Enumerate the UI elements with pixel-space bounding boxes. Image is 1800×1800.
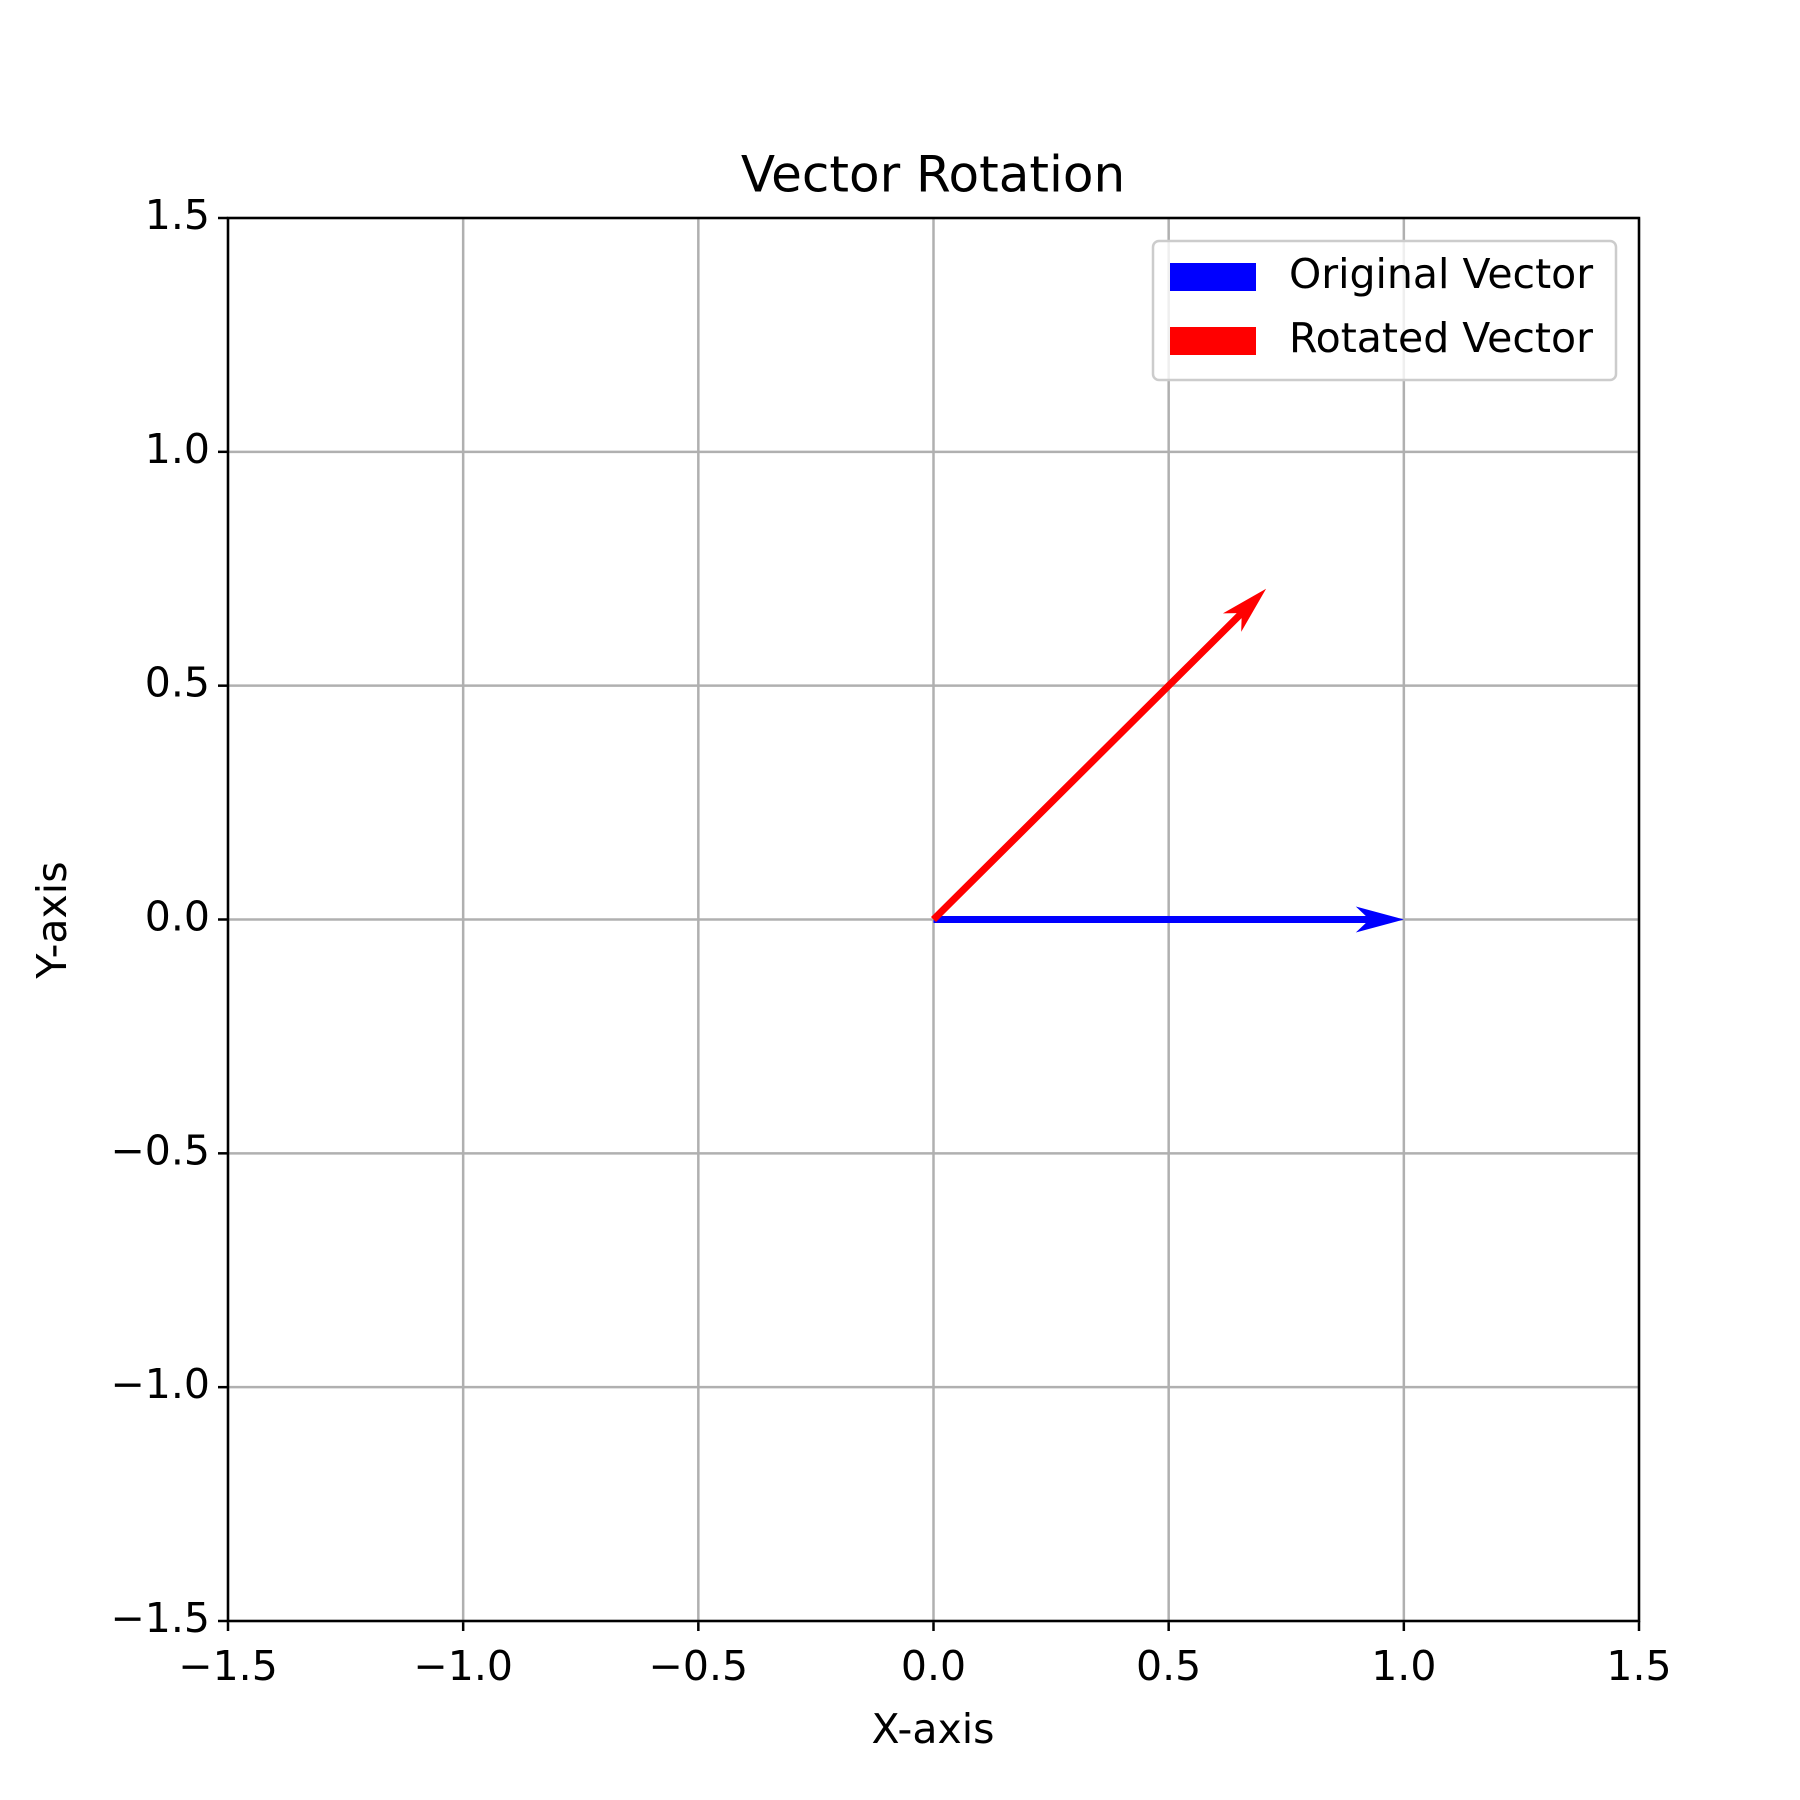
y-tick-label: −0.5 <box>110 1126 210 1174</box>
y-tick-label: 0.0 <box>145 893 210 941</box>
y-tick-label: 1.0 <box>145 425 210 473</box>
legend-swatch <box>1170 263 1256 291</box>
vector-arrow <box>933 906 1404 933</box>
legend-label: Original Vector <box>1289 250 1593 298</box>
x-tick-label: 0.5 <box>1136 1642 1201 1690</box>
legend-swatch <box>1170 327 1256 355</box>
y-axis-label: Y-axis <box>28 861 76 979</box>
legend-label: Rotated Vector <box>1289 314 1593 362</box>
y-tick-label: 1.5 <box>145 191 210 239</box>
y-tick-label: −1.5 <box>110 1594 210 1642</box>
x-tick-label: −1.5 <box>178 1642 278 1690</box>
legend-box <box>1151 239 1618 382</box>
x-tick-label: 0.0 <box>901 1642 966 1690</box>
x-tick-label: −0.5 <box>649 1642 749 1690</box>
x-axis-label: X-axis <box>872 1705 995 1753</box>
vector-arrow <box>931 588 1267 922</box>
y-tick-label: 0.5 <box>145 659 210 707</box>
x-tick-label: 1.0 <box>1371 1642 1436 1690</box>
chart-title: Vector Rotation <box>741 146 1125 204</box>
plot-frame <box>226 216 1641 1623</box>
x-tick-label: −1.0 <box>413 1642 513 1690</box>
x-tick-label: 1.5 <box>1606 1642 1671 1690</box>
y-tick-label: −1.0 <box>110 1360 210 1408</box>
